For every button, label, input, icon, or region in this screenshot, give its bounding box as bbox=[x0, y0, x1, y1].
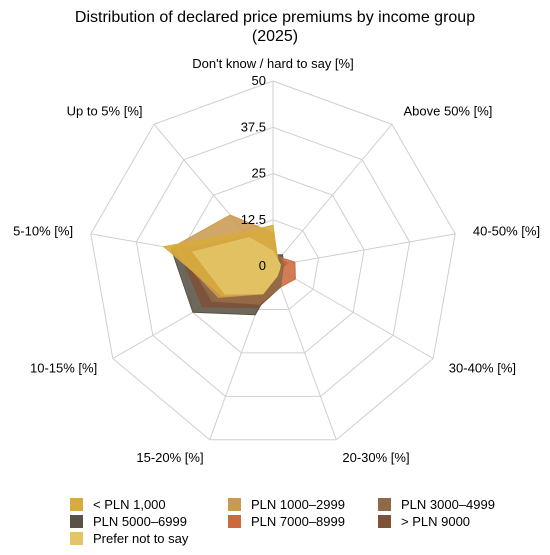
legend-item: < PLN 1,000 bbox=[70, 497, 166, 512]
legend-item: PLN 7000–8999 bbox=[228, 514, 345, 529]
axis-label-4: 20-30% [%] bbox=[342, 450, 409, 465]
legend-item: PLN 3000–4999 bbox=[378, 497, 495, 512]
axis-label-0: Don't know / hard to say [%] bbox=[192, 56, 353, 71]
grid-ring-3 bbox=[135, 126, 411, 397]
legend-item: PLN 5000–6999 bbox=[70, 514, 187, 529]
legend-swatch bbox=[378, 498, 391, 511]
legend-label: PLN 3000–4999 bbox=[401, 497, 495, 512]
series-area-6 bbox=[191, 237, 281, 295]
tick-label-0: 0 bbox=[259, 258, 266, 273]
axis-label-2: 40-50% [%] bbox=[473, 224, 540, 239]
legend-label: < PLN 1,000 bbox=[93, 497, 166, 512]
tick-label-1: 12.5 bbox=[241, 212, 266, 227]
axis-label-3: 30-40% [%] bbox=[449, 361, 516, 376]
legend-label: PLN 1000–2999 bbox=[251, 497, 345, 512]
legend-swatch bbox=[70, 532, 83, 545]
tick-label-2: 25 bbox=[252, 166, 266, 181]
legend-swatch bbox=[228, 498, 241, 511]
grid-ring-4 bbox=[90, 80, 456, 441]
legend-swatch bbox=[378, 515, 391, 528]
legend-item: Prefer not to say bbox=[70, 531, 188, 546]
legend-item: PLN 1000–2999 bbox=[228, 497, 345, 512]
legend: < PLN 1,000 PLN 1000–2999 PLN 3000–4999 PLN… bbox=[70, 497, 540, 553]
chart-title: Distribution of declared price premiums … bbox=[74, 9, 476, 45]
legend-label: > PLN 9000 bbox=[401, 514, 471, 529]
tick-label-4: 50 bbox=[252, 73, 266, 88]
legend-swatch bbox=[228, 515, 241, 528]
radar-chart: 0 12.5 25 37.5 50 Don't know / hard to say [%… bbox=[13, 56, 540, 465]
tick-label-3: 37.5 bbox=[241, 119, 266, 134]
grid-spoke-2 bbox=[272, 233, 456, 267]
legend-item: > PLN 9000 bbox=[378, 514, 470, 529]
axis-label-1: Above 50% [%] bbox=[404, 104, 493, 119]
grid-ring-2 bbox=[181, 172, 365, 354]
axis-label-7: 5-10% [%] bbox=[13, 224, 73, 239]
legend-swatch bbox=[70, 515, 83, 528]
axis-label-6: 10-15% [%] bbox=[30, 361, 97, 376]
legend-label: PLN 5000–6999 bbox=[93, 514, 187, 529]
grid-spoke-1 bbox=[272, 123, 393, 267]
axis-label-8: Up to 5% [%] bbox=[67, 104, 143, 119]
legend-label: PLN 7000–8999 bbox=[251, 514, 345, 529]
legend-swatch bbox=[70, 498, 83, 511]
legend-label: Prefer not to say bbox=[93, 531, 189, 546]
grid-spoke-4 bbox=[272, 265, 337, 440]
axis-label-5: 15-20% [%] bbox=[136, 450, 203, 465]
grid-spoke-3 bbox=[272, 265, 434, 359]
